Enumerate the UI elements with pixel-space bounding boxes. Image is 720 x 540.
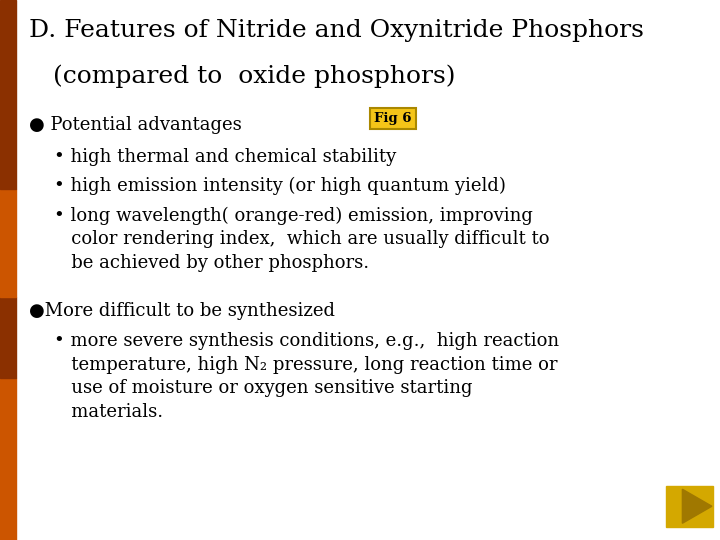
Text: • high emission intensity (or high quantum yield): • high emission intensity (or high quant… (54, 177, 506, 195)
Text: D. Features of Nitride and Oxynitride Phosphors: D. Features of Nitride and Oxynitride Ph… (29, 19, 644, 42)
Text: Fig 6: Fig 6 (374, 112, 412, 125)
Text: • high thermal and chemical stability: • high thermal and chemical stability (54, 148, 396, 166)
Text: ● Potential advantages: ● Potential advantages (29, 116, 241, 134)
Text: • more severe synthesis conditions, e.g.,  high reaction
   temperature, high N₂: • more severe synthesis conditions, e.g.… (54, 332, 559, 421)
Bar (0, 378, 16, 540)
Text: ●More difficult to be synthesized: ●More difficult to be synthesized (29, 302, 335, 320)
FancyBboxPatch shape (666, 486, 713, 526)
Bar (0, 0, 16, 189)
Bar (0, 189, 16, 297)
Text: • long wavelength( orange-red) emission, improving
   color rendering index,  wh: • long wavelength( orange-red) emission,… (54, 206, 549, 272)
Bar (0, 297, 16, 378)
Text: (compared to  oxide phosphors): (compared to oxide phosphors) (29, 65, 455, 89)
Polygon shape (683, 489, 712, 523)
